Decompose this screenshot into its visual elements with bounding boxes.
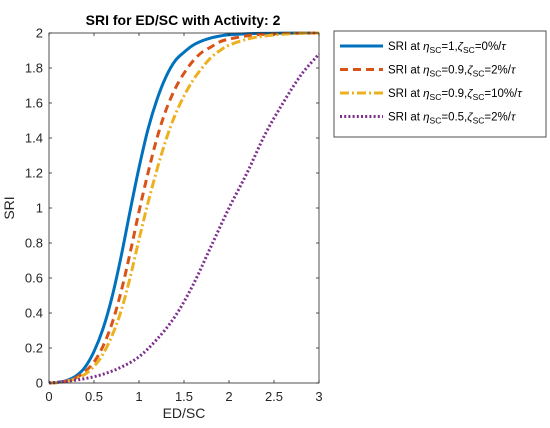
y-axis: 0 0.2 0.4 0.6 0.8 1 1.2 1.4 1.6 1.8 2 bbox=[25, 26, 319, 391]
x-tick-label: 1.5 bbox=[175, 389, 193, 404]
legend-box bbox=[333, 30, 547, 138]
x-tick-label: 0.5 bbox=[85, 389, 103, 404]
legend-label-1: SRI at ηSC=1,ζSC=0%/τ bbox=[388, 41, 506, 55]
legend-label-4: SRI at ηSC=0.5,ζSC=2%/τ bbox=[388, 112, 516, 126]
y-tick-label: 0.2 bbox=[25, 341, 43, 356]
y-tick-label: 2 bbox=[36, 26, 43, 41]
y-tick-label: 0.4 bbox=[25, 306, 43, 321]
legend-label-3: SRI at ηSC=0.9,ζSC=10%/τ bbox=[388, 88, 522, 102]
y-tick-label: 1.8 bbox=[25, 61, 43, 76]
x-axis: 0 0.5 1 1.5 2 2.5 3 bbox=[45, 33, 323, 404]
series-line-2 bbox=[48, 31, 320, 385]
x-tick-label: 1 bbox=[135, 389, 142, 404]
y-tick-label: 1.2 bbox=[25, 166, 43, 181]
plot-area bbox=[48, 31, 321, 385]
chart-title: SRI for ED/SC with Activity: 2 bbox=[86, 12, 281, 28]
x-tick-label: 2.5 bbox=[265, 389, 283, 404]
series-line-3 bbox=[48, 31, 320, 385]
series-line-1 bbox=[48, 31, 320, 385]
y-tick-label: 0.6 bbox=[25, 271, 43, 286]
plot-background bbox=[49, 33, 319, 383]
x-tick-label: 2 bbox=[225, 389, 232, 404]
y-tick-label: 1.6 bbox=[25, 96, 43, 111]
legend: SRI at ηSC=1,ζSC=0%/τ SRI at ηSC=0.9,ζSC=… bbox=[333, 30, 547, 138]
legend-label-2: SRI at ηSC=0.9,ζSC=2%/τ bbox=[388, 65, 516, 79]
y-tick-label: 0 bbox=[36, 376, 43, 391]
series-line-4 bbox=[48, 53, 321, 385]
series-layer bbox=[48, 31, 321, 385]
y-tick-label: 0.8 bbox=[25, 236, 43, 251]
y-axis-label: SRI bbox=[1, 196, 17, 219]
y-tick-label: 1.4 bbox=[25, 131, 43, 146]
x-tick-label: 0 bbox=[45, 389, 52, 404]
x-tick-label: 3 bbox=[315, 389, 322, 404]
y-tick-label: 1 bbox=[36, 201, 43, 216]
x-axis-label: ED/SC bbox=[163, 405, 206, 421]
